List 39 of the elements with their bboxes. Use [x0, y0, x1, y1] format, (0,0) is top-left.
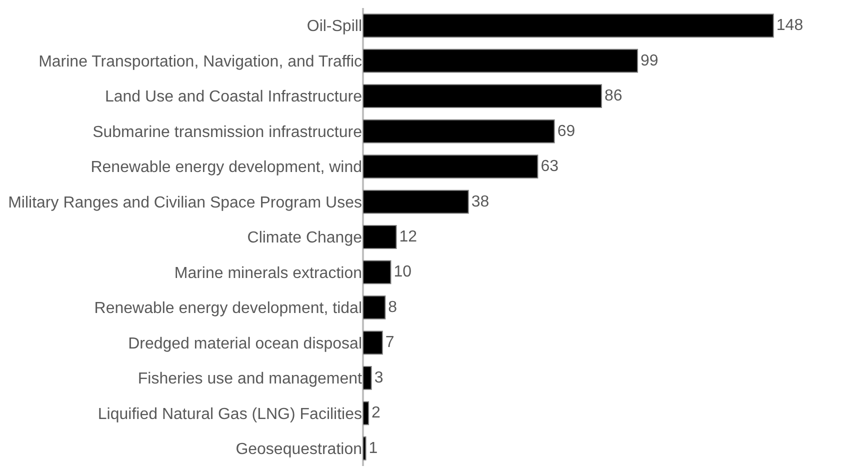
bar — [363, 296, 386, 320]
data-label: 7 — [385, 334, 394, 352]
bar — [363, 401, 370, 426]
data-label: 99 — [640, 52, 658, 70]
bar — [363, 119, 555, 144]
y-tick-label: Renewable energy development, tidal — [94, 300, 362, 318]
data-label: 12 — [399, 228, 418, 246]
bar — [363, 260, 392, 284]
y-tick-label: Military Ranges and Civilian Space Program Uses — [8, 194, 362, 212]
bar — [363, 190, 469, 214]
y-tick-label: Liquified Natural Gas (LNG) Facilities — [98, 406, 362, 423]
data-label: 38 — [471, 193, 490, 210]
y-tick-label: Climate Change — [247, 230, 362, 247]
y-tick-label: Submarine transmission infrastructure — [92, 124, 362, 141]
data-label: 63 — [540, 158, 559, 176]
bar — [363, 84, 602, 108]
bar — [363, 436, 366, 460]
data-label: 2 — [372, 404, 381, 422]
bar — [363, 330, 383, 355]
bar — [363, 366, 372, 390]
bar — [363, 154, 538, 178]
y-tick-label: Renewable energy development, wind — [90, 159, 362, 176]
data-label: 86 — [604, 88, 622, 105]
data-label: 1 — [368, 440, 378, 457]
y-tick-label: Geosequestration — [236, 440, 362, 458]
y-tick-label: Marine Transportation, Navigation, and Traffic — [38, 53, 362, 70]
y-tick-label: Marine minerals extraction — [174, 264, 362, 282]
data-label: 10 — [394, 264, 412, 281]
y-tick-label: Land Use and Coastal Infrastructure — [104, 88, 362, 106]
bar — [363, 225, 397, 249]
bar — [363, 14, 774, 38]
data-label: 69 — [557, 122, 576, 140]
data-label: 8 — [388, 298, 398, 316]
y-tick-label: Fisheries use and management — [138, 370, 363, 388]
y-tick-label: Oil-Spill — [306, 18, 362, 36]
y-tick-label: Dredged material ocean disposal — [128, 335, 362, 352]
data-label: 3 — [374, 369, 384, 386]
bar — [363, 48, 638, 73]
data-label: 148 — [776, 17, 804, 34]
